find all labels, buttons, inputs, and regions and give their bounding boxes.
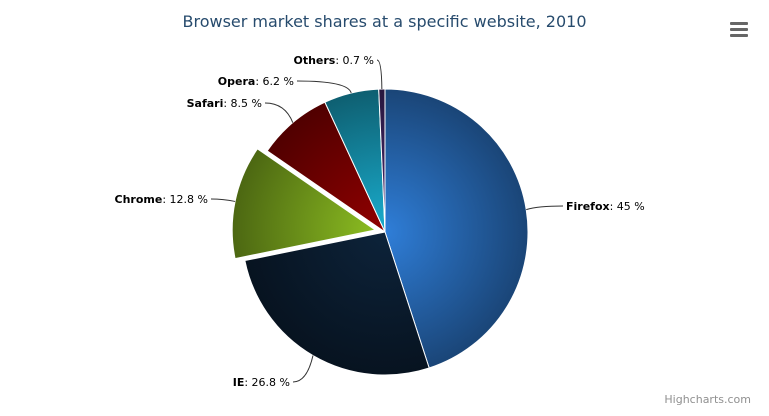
connector-others bbox=[376, 59, 383, 90]
data-label-opera: Opera: 6.2 % bbox=[218, 75, 294, 88]
data-label-ie: IE: 26.8 % bbox=[233, 376, 290, 389]
connector-safari bbox=[264, 102, 294, 123]
label-value: : 8.5 % bbox=[223, 97, 262, 110]
label-name: Safari bbox=[187, 97, 224, 110]
hamburger-menu-icon[interactable] bbox=[730, 22, 748, 38]
data-label-others: Others: 0.7 % bbox=[293, 54, 374, 67]
label-name: Others bbox=[293, 54, 335, 67]
label-value: : 6.2 % bbox=[255, 75, 294, 88]
label-name: IE bbox=[233, 376, 245, 389]
pie-slice-others[interactable] bbox=[378, 88, 386, 233]
label-value: : 26.8 % bbox=[244, 376, 290, 389]
connector-ie bbox=[292, 355, 314, 383]
label-value: : 0.7 % bbox=[335, 54, 374, 67]
label-value: : 45 % bbox=[610, 200, 645, 213]
chart-title: Browser market shares at a specific webs… bbox=[182, 12, 587, 31]
pie-slice-firefox[interactable] bbox=[384, 88, 529, 369]
connector-opera bbox=[296, 80, 352, 94]
data-label-chrome: Chrome: 12.8 % bbox=[115, 193, 208, 206]
credits-link[interactable]: Highcharts.com bbox=[664, 393, 751, 406]
pie-slice-ie[interactable] bbox=[244, 231, 430, 376]
label-name: Opera bbox=[218, 75, 256, 88]
connector-chrome bbox=[210, 198, 236, 202]
label-value: : 12.8 % bbox=[162, 193, 208, 206]
connector-firefox bbox=[526, 205, 564, 211]
data-label-firefox: Firefox: 45 % bbox=[566, 200, 645, 213]
label-name: Firefox bbox=[566, 200, 610, 213]
label-name: Chrome bbox=[115, 193, 163, 206]
data-label-safari: Safari: 8.5 % bbox=[187, 97, 262, 110]
